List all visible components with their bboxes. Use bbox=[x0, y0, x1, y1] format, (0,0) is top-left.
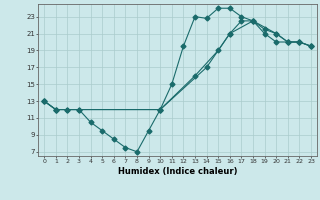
X-axis label: Humidex (Indice chaleur): Humidex (Indice chaleur) bbox=[118, 167, 237, 176]
